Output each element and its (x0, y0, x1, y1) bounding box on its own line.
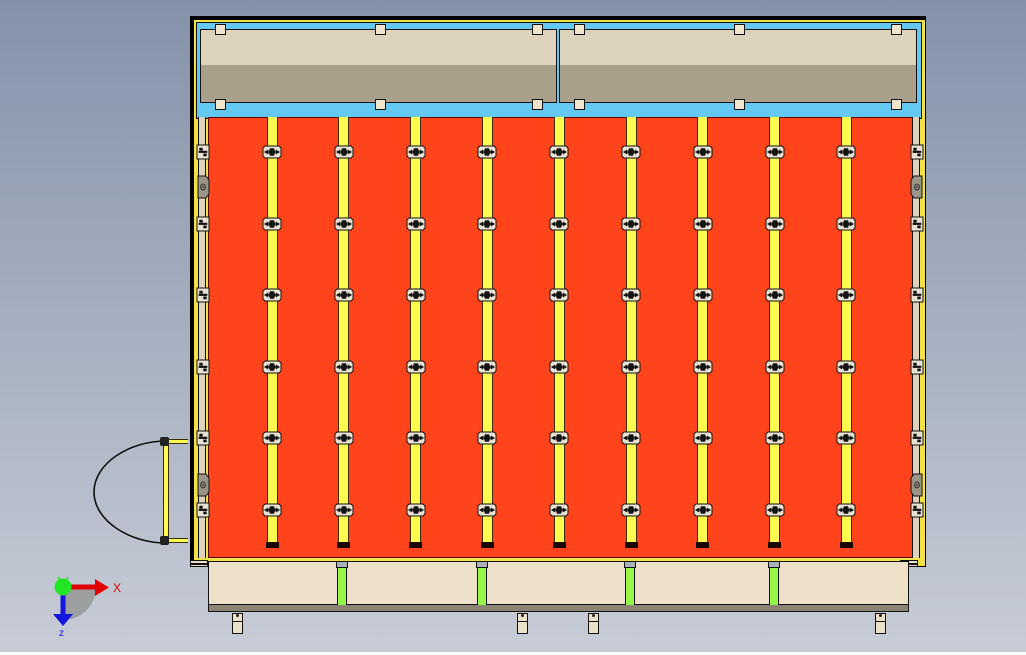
svg-text:z: z (59, 628, 64, 639)
svg-text:X: X (113, 581, 121, 595)
